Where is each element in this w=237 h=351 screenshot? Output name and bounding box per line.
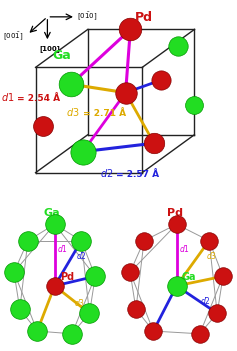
Point: [159, 77, 163, 83]
Point: [93, 273, 97, 279]
Text: Ga: Ga: [43, 208, 60, 218]
Point: [207, 238, 211, 244]
Point: [176, 44, 180, 49]
Point: [175, 221, 178, 227]
Point: [151, 328, 155, 334]
Text: = 2.54 Å: = 2.54 Å: [17, 94, 60, 103]
Text: $d2$: $d2$: [100, 167, 113, 179]
Point: [128, 270, 132, 275]
Text: Pd: Pd: [60, 272, 75, 283]
Text: Pd: Pd: [135, 11, 153, 24]
Text: [100]: [100]: [39, 45, 60, 52]
Point: [128, 27, 132, 32]
Text: Pd: Pd: [167, 208, 183, 218]
Text: $d3$: $d3$: [66, 106, 80, 118]
Point: [134, 306, 138, 312]
Point: [18, 306, 22, 312]
Point: [26, 238, 30, 244]
Point: [53, 283, 56, 289]
Text: $[00\bar{1}]$: $[00\bar{1}]$: [3, 30, 24, 42]
Point: [175, 283, 178, 289]
Point: [35, 328, 39, 334]
Point: [81, 149, 85, 154]
Point: [124, 90, 128, 95]
Point: [142, 238, 146, 244]
Point: [198, 331, 202, 337]
Text: = 2.71 Å: = 2.71 Å: [83, 109, 126, 118]
Text: $d1$: $d1$: [1, 91, 15, 103]
Point: [221, 273, 225, 279]
Point: [192, 102, 196, 108]
Text: $[0\bar{1}0]$: $[0\bar{1}0]$: [77, 10, 97, 22]
Text: = 2.57 Å: = 2.57 Å: [116, 170, 159, 179]
Text: $d1$: $d1$: [57, 243, 68, 254]
Point: [70, 331, 74, 337]
Point: [152, 140, 156, 146]
Text: $d3$: $d3$: [205, 250, 217, 260]
Text: $d2$: $d2$: [76, 250, 86, 260]
Point: [53, 221, 56, 227]
Point: [79, 238, 83, 244]
Text: Ga: Ga: [181, 272, 196, 283]
Text: $d3$: $d3$: [74, 297, 86, 309]
Text: $d2$: $d2$: [200, 295, 211, 306]
Point: [69, 81, 73, 87]
Text: $d1$: $d1$: [179, 243, 190, 254]
Point: [41, 124, 45, 129]
Point: [12, 270, 16, 275]
Text: Ga: Ga: [52, 49, 71, 62]
Point: [87, 310, 91, 316]
Point: [215, 310, 219, 316]
